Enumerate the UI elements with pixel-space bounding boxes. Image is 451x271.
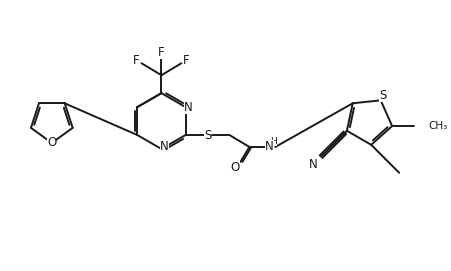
Text: F: F (133, 54, 140, 67)
Text: N: N (308, 158, 318, 171)
Text: O: O (231, 162, 240, 174)
Text: N: N (265, 140, 274, 153)
Text: O: O (47, 137, 56, 150)
Text: N: N (160, 140, 169, 153)
Text: H: H (270, 137, 276, 147)
Text: S: S (204, 128, 211, 141)
Text: S: S (379, 89, 387, 102)
Text: F: F (158, 46, 165, 59)
Text: N: N (184, 101, 193, 114)
Text: CH₃: CH₃ (428, 121, 447, 131)
Text: F: F (183, 54, 190, 67)
